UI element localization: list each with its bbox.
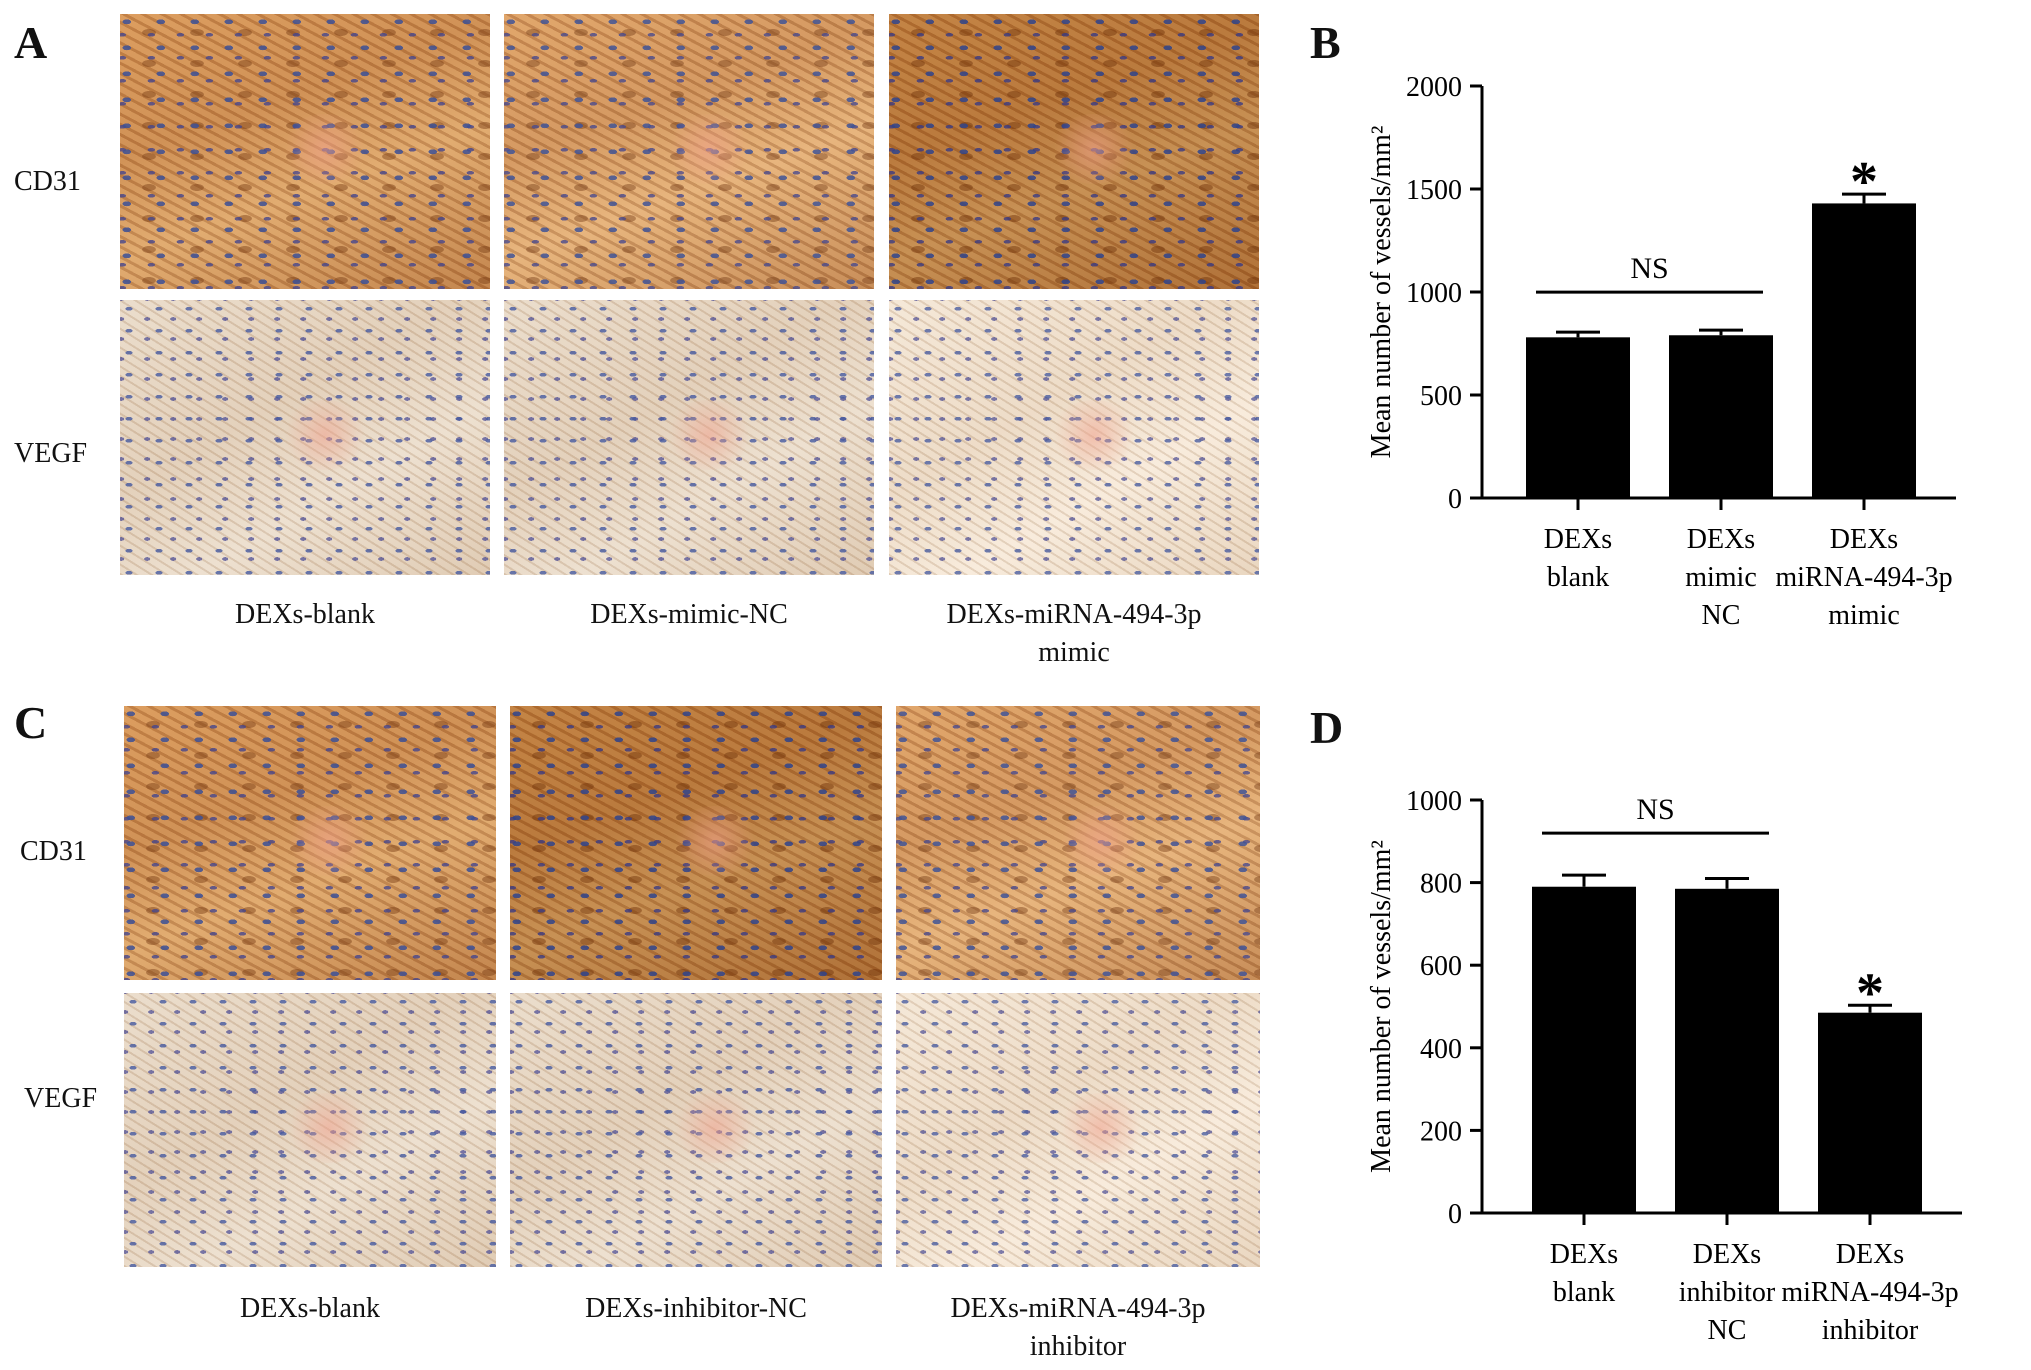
chart-d-y-tick-label-2: 400 xyxy=(1420,1034,1462,1065)
chart-d-category-label-1: DEXs inhibitor NC xyxy=(1679,1239,1776,1346)
panel-a-col-label-mimic-nc: DEXs-mimic-NC xyxy=(590,599,788,630)
chart-d-bar-0 xyxy=(1532,886,1636,1213)
panel-letter-c: C xyxy=(14,697,48,748)
panel-a-col-label-mimic: DEXs-miRNA-494-3p mimic xyxy=(946,599,1202,668)
chart-b-category-label-1: DEXs mimic NC xyxy=(1685,524,1757,631)
chart-d-y-tick-label-5: 1000 xyxy=(1406,786,1462,817)
micrograph-c-cd31-blank xyxy=(124,706,496,980)
chart-d-category-label-0: DEXs blank xyxy=(1550,1239,1618,1308)
micrograph-a-cd31-blank xyxy=(120,14,490,289)
chart-b-significance-marker: * xyxy=(1850,151,1878,213)
chart-d-bar-1 xyxy=(1675,888,1779,1213)
chart-b-y-tick-label-3: 1500 xyxy=(1406,175,1462,206)
chart-b-y-axis-label: Mean number of vessels/mm² xyxy=(1366,126,1397,459)
chart-b-y-tick-label-4: 2000 xyxy=(1406,72,1462,103)
micrograph-c-vegf-blank xyxy=(124,993,496,1267)
chart-b-y-tick-label-0: 0 xyxy=(1448,484,1462,515)
micrograph-a-vegf-blank xyxy=(120,300,490,575)
chart-d-y-tick-label-0: 0 xyxy=(1448,1199,1462,1230)
micrograph-a-vegf-mimic-nc xyxy=(504,300,874,575)
bar-chart-d: 0 200 400 600 800 1000 Mean number of vessels/… xyxy=(1366,786,1962,1346)
panel-a-row-label-vegf: VEGF xyxy=(14,438,88,469)
chart-b-y-tick-label-1: 500 xyxy=(1420,381,1462,412)
chart-d-bar-2 xyxy=(1818,1012,1922,1213)
micrograph-a-cd31-mimic-nc xyxy=(504,14,874,289)
micrograph-c-vegf-inhibitor-nc xyxy=(510,993,882,1267)
chart-b-category-label-2: DEXs miRNA-494-3p mimic xyxy=(1775,524,1952,631)
chart-d-significance-marker: * xyxy=(1856,962,1884,1024)
chart-d-y-tick-label-4: 800 xyxy=(1420,869,1462,900)
panel-c-col-label-inhibitor: DEXs-miRNA-494-3p inhibitor xyxy=(950,1293,1206,1362)
chart-b-ns-label: NS xyxy=(1630,252,1668,285)
panel-c-row-label-cd31: CD31 xyxy=(20,836,87,867)
micrograph-a-vegf-mimic xyxy=(889,300,1259,575)
micrograph-c-cd31-inhibitor-nc xyxy=(510,706,882,980)
chart-d-y-tick-label-3: 600 xyxy=(1420,951,1462,982)
panel-letter-d: D xyxy=(1310,702,1344,753)
micrograph-c-cd31-inhibitor xyxy=(896,706,1260,980)
chart-d-category-label-2: DEXs miRNA-494-3p inhibitor xyxy=(1781,1239,1958,1346)
panel-letter-b: B xyxy=(1310,17,1341,68)
panel-c-col-label-inhibitor-nc: DEXs-inhibitor-NC xyxy=(585,1293,807,1324)
panel-letter-a: A xyxy=(14,17,48,68)
chart-d-y-axis-label: Mean number of vessels/mm² xyxy=(1366,840,1397,1173)
panel-a-row-label-cd31: CD31 xyxy=(14,166,81,197)
chart-b-category-label-0: DEXs blank xyxy=(1544,524,1612,593)
chart-b-bar-1 xyxy=(1669,335,1773,498)
micrograph-a-cd31-mimic xyxy=(889,14,1259,289)
panel-a-col-label-blank: DEXs-blank xyxy=(235,599,375,630)
chart-b-bar-2 xyxy=(1812,203,1916,499)
chart-d-y-tick-label-1: 200 xyxy=(1420,1116,1462,1147)
panel-c-row-label-vegf: VEGF xyxy=(24,1083,98,1114)
panel-c-col-label-blank: DEXs-blank xyxy=(240,1293,380,1324)
chart-d-ns-label: NS xyxy=(1636,793,1674,826)
bar-chart-b: 0 500 1000 1500 2000 Mean number of vessels/m… xyxy=(1366,72,1956,631)
chart-b-y-tick-label-2: 1000 xyxy=(1406,278,1462,309)
micrograph-c-vegf-inhibitor xyxy=(896,993,1260,1267)
chart-b-bar-0 xyxy=(1526,337,1630,498)
